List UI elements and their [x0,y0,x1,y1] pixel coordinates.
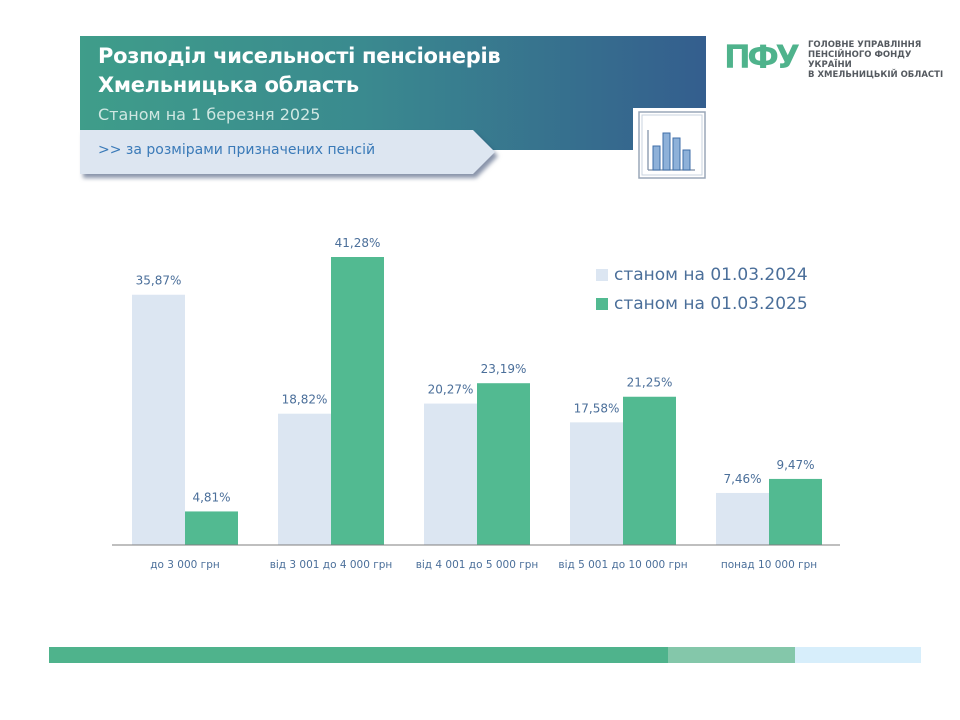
legend-item-2024: станом на 01.03.2024 [596,260,808,289]
bar-2024-3 [424,403,477,545]
chart-icon [633,108,709,182]
legend-swatch-2024 [596,268,608,281]
value-label-2024-1: 35,87% [136,274,182,288]
legend-item-2025: станом на 01.03.2025 [596,289,808,318]
page-title: Розподіл чисельності пенсіонерів Хмельни… [98,44,501,97]
footer-bar-segment-3 [795,647,921,663]
value-label-2025-2: 41,28% [335,236,381,250]
bar-2024-5 [716,492,769,545]
value-label-2025-4: 21,25% [627,376,673,390]
category-label-3: від 4 001 до 5 000 грн [416,559,539,571]
svg-text:ПФУ: ПФУ [724,38,800,72]
pfu-logo: ПФУ [724,38,800,72]
bar-2024-2 [278,413,331,545]
logo-text: ГОЛОВНЕ УПРАВЛІННЯ ПЕНСІЙНОГО ФОНДУ УКРА… [808,40,944,80]
category-label-2: від 3 001 до 4 000 грн [270,559,393,571]
category-label-4: від 5 001 до 10 000 грн [558,559,687,571]
bar-2024-1 [132,294,185,545]
value-label-2024-5: 7,46% [723,472,761,486]
bar-2025-5 [769,478,822,545]
bar-2025-3 [477,383,530,545]
footer-bar-segment-2 [668,647,795,663]
filter-label: >> за розмірами призначених пенсій [98,142,376,158]
footer-bar-segment-1 [49,647,668,663]
value-label-2025-5: 9,47% [776,458,814,472]
filter-tab[interactable] [80,130,495,174]
legend-label-2025: станом на 01.03.2025 [614,293,808,314]
chart-legend: станом на 01.03.2024 станом на 01.03.202… [596,260,808,318]
bar-2025-4 [623,396,676,545]
category-label-5: понад 10 000 грн [721,559,817,571]
bar-2025-1 [185,511,238,545]
bar-2025-2 [331,257,384,545]
value-label-2024-3: 20,27% [428,383,474,397]
page-subtitle: Станом на 1 березня 2025 [98,105,321,124]
value-label-2024-4: 17,58% [574,401,620,415]
legend-label-2024: станом на 01.03.2024 [614,264,808,285]
value-label-2025-3: 23,19% [481,362,527,376]
legend-swatch-2025 [596,297,608,310]
value-label-2025-1: 4,81% [192,490,230,504]
bar-2024-4 [570,422,623,545]
value-label-2024-2: 18,82% [282,393,328,407]
category-label-1: до 3 000 грн [150,559,219,571]
